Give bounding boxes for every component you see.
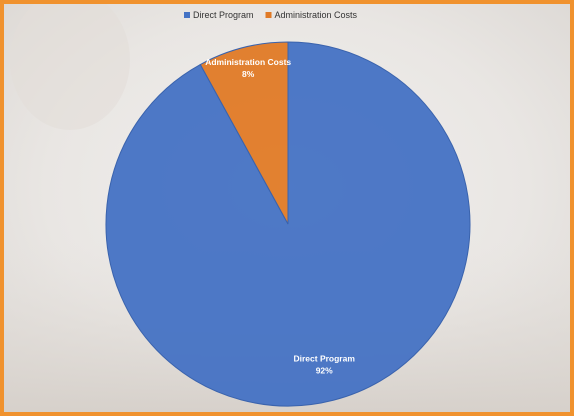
legend-label: Direct Program — [193, 10, 254, 20]
pie-slice — [199, 41, 289, 225]
data-label-category: Direct Program — [293, 353, 355, 363]
data-label-value: 92% — [316, 365, 333, 375]
data-label-value: 8% — [242, 69, 255, 79]
legend: Direct Program Administration Costs — [184, 10, 358, 20]
legend-swatch — [184, 12, 190, 18]
legend-swatch — [265, 12, 272, 18]
background-figure — [10, 0, 130, 130]
data-labels: Direct Program 92% Administration Costs 8% — [205, 57, 355, 375]
pie — [105, 41, 471, 407]
data-label-category: Administration Costs — [205, 57, 291, 67]
legend-label: Administration Costs — [275, 10, 358, 20]
